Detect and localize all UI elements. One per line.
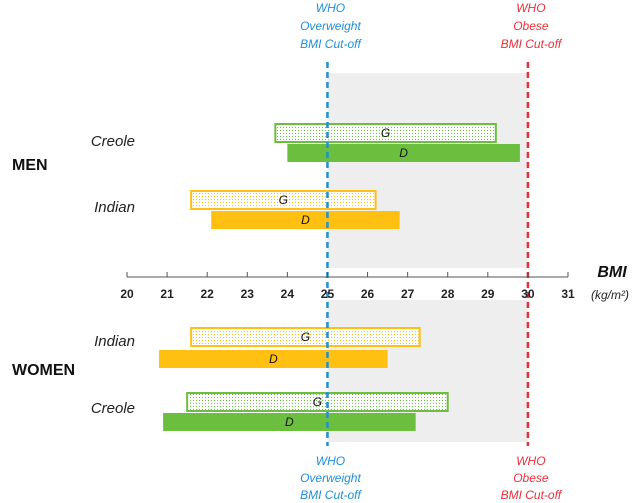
cutoff-label-bottom: Overweight	[300, 471, 361, 485]
cutoff-label-bottom: WHO	[516, 454, 545, 468]
bar-d	[211, 211, 400, 229]
cutoff-label-bottom: BMI Cut-off	[501, 488, 563, 502]
shaded-region-upper	[327, 73, 528, 268]
group-label-women: WOMEN	[12, 362, 75, 379]
bar-g	[190, 190, 377, 210]
x-axis-layer	[126, 272, 569, 278]
reference-lines-layer	[326, 62, 530, 446]
x-axis-title: BMI	[597, 264, 627, 281]
bar-d	[287, 144, 520, 162]
bar-label: G	[313, 395, 322, 409]
ethnicity-label: Indian	[94, 199, 135, 216]
x-tick-label: 23	[241, 287, 255, 301]
bar-d	[163, 413, 416, 431]
cutoff-label-top: Obese	[513, 19, 549, 33]
cutoff-label-top: WHO	[516, 1, 545, 15]
bar-label: D	[301, 213, 310, 227]
bar-d	[159, 350, 388, 368]
ethnicity-label: Creole	[91, 133, 135, 150]
bar-g	[186, 392, 449, 412]
x-tick-label: 28	[441, 287, 455, 301]
bar-g	[190, 327, 421, 347]
cutoff-label-top: BMI Cut-off	[300, 37, 362, 51]
x-tick-label: 22	[201, 287, 215, 301]
ethnicity-label: Indian	[94, 333, 135, 350]
cutoff-label-bottom: BMI Cut-off	[300, 488, 362, 502]
bars-layer	[159, 123, 520, 431]
x-tick-label: 26	[361, 287, 375, 301]
shaded-region-layer	[327, 73, 528, 442]
group-label-men: MEN	[12, 157, 48, 174]
cutoff-label-bottom: Obese	[513, 471, 549, 485]
bar-label: G	[279, 193, 288, 207]
x-tick-label: 29	[481, 287, 495, 301]
x-tick-label: 31	[561, 287, 575, 301]
bar-label: G	[301, 330, 310, 344]
x-tick-label: 21	[160, 287, 174, 301]
bar-g	[274, 123, 497, 143]
bar-label: D	[399, 146, 408, 160]
bar-label: D	[285, 415, 294, 429]
bar-label: D	[269, 352, 278, 366]
cutoff-label-top: WHO	[316, 1, 345, 15]
cutoff-label-bottom: WHO	[316, 454, 345, 468]
cutoff-label-top: BMI Cut-off	[501, 37, 563, 51]
x-tick-label: 30	[521, 287, 535, 301]
x-tick-label: 20	[120, 287, 134, 301]
bar-label: G	[381, 126, 390, 140]
ethnicity-label: Creole	[91, 400, 135, 417]
x-tick-label: 27	[401, 287, 415, 301]
x-tick-label: 25	[321, 287, 335, 301]
x-axis-unit: (kg/m²)	[591, 288, 629, 302]
x-tick-label: 24	[281, 287, 295, 301]
cutoff-label-top: Overweight	[300, 19, 361, 33]
